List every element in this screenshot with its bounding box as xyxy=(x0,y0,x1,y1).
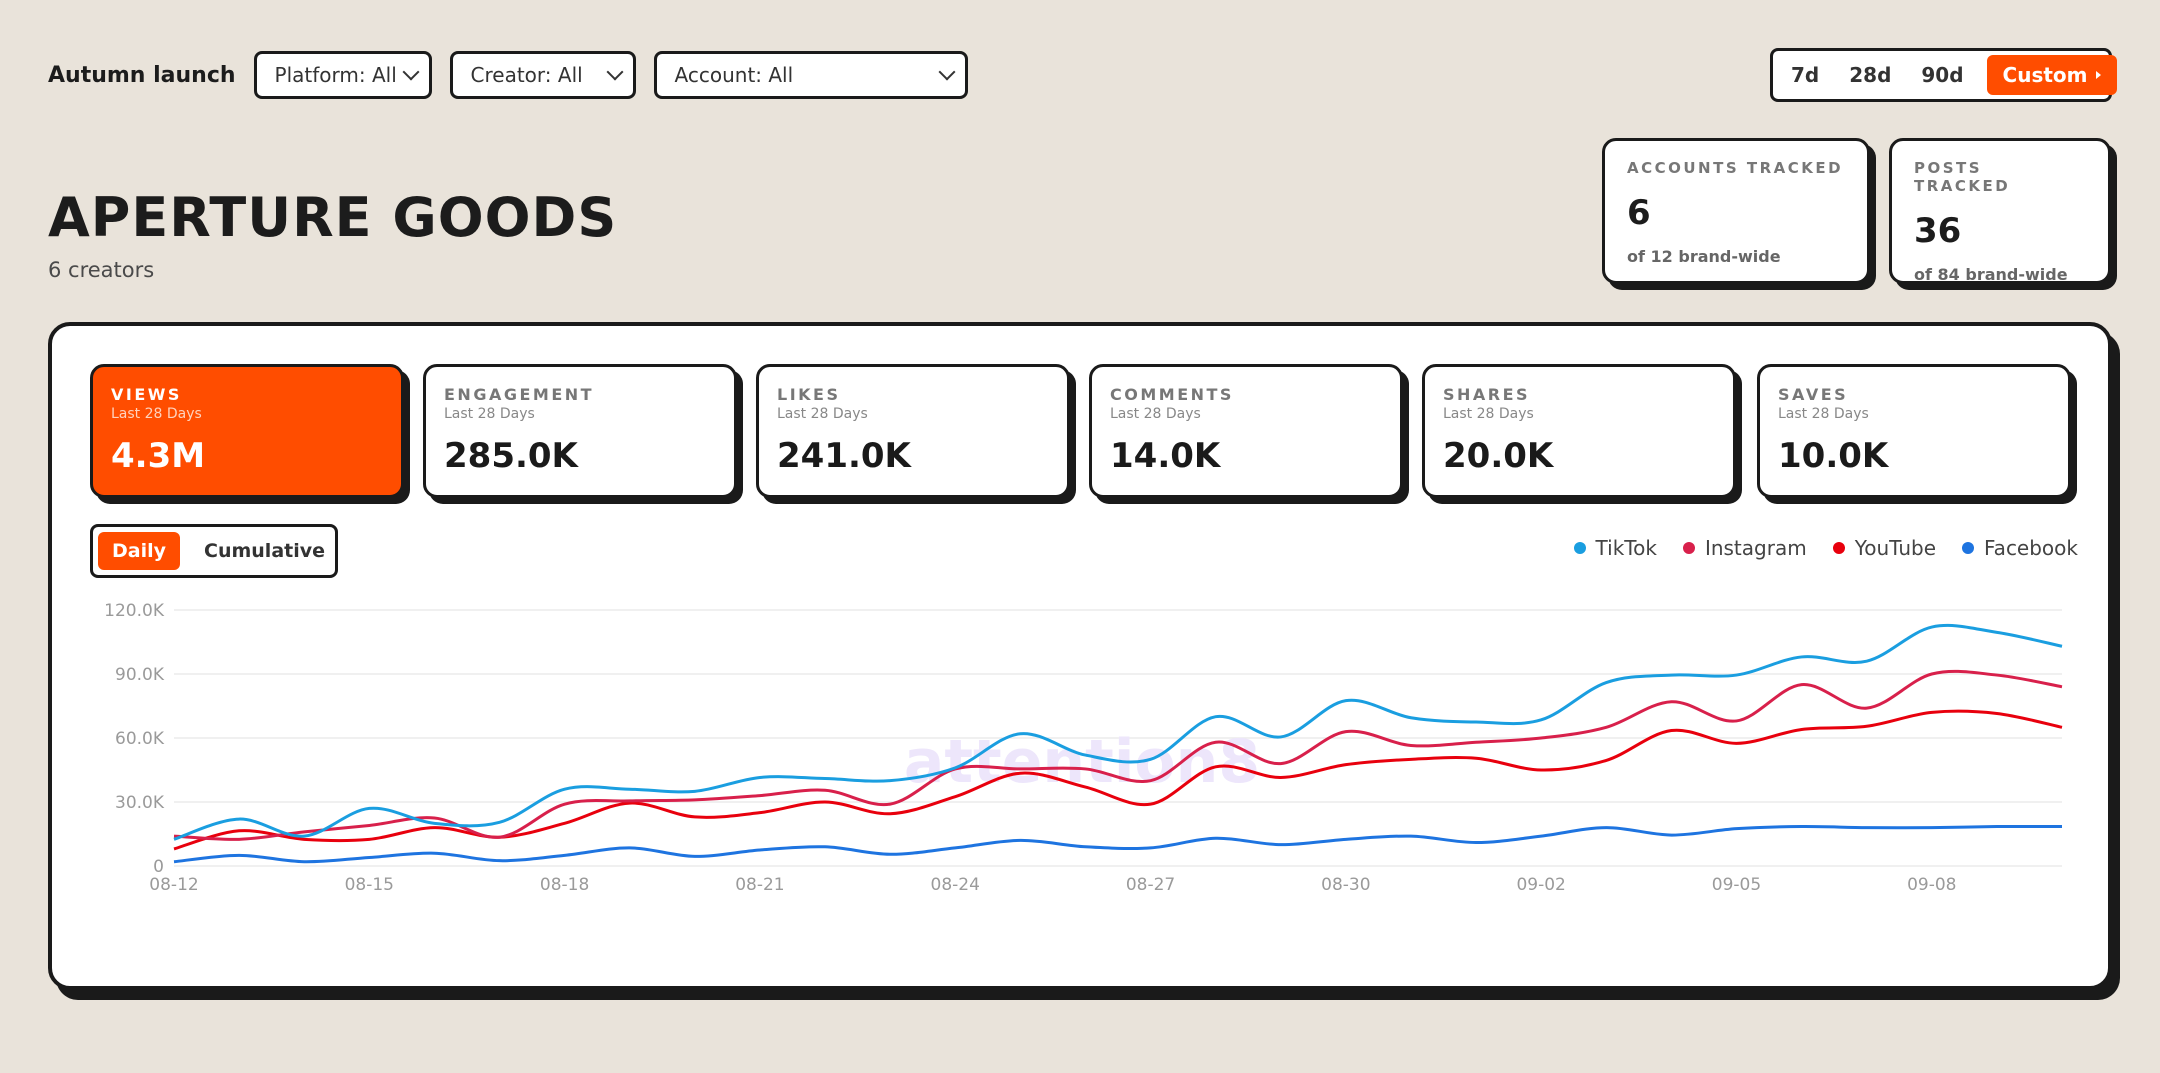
platform-filter-select[interactable]: Platform: All xyxy=(253,51,432,99)
chevron-down-icon xyxy=(606,63,624,81)
legend-dot xyxy=(1962,542,1975,554)
metric-period: Last 28 Days xyxy=(444,406,535,422)
chevron-down-icon xyxy=(402,63,420,81)
caret-right-icon xyxy=(2095,71,2101,79)
y-tick-label: 30.0K xyxy=(115,793,165,813)
account-filter-label: Account: All xyxy=(674,63,794,87)
daily-toggle-button[interactable]: Daily xyxy=(98,532,181,570)
x-tick-label: 08-21 xyxy=(735,875,784,895)
series-line-facebook xyxy=(173,824,2063,864)
legend-label: Instagram xyxy=(1704,536,1807,560)
legend-item-instagram[interactable]: Instagram xyxy=(1682,536,1807,560)
range-90d-button[interactable]: 90d xyxy=(1921,63,1964,87)
account-filter-select[interactable]: Account: All xyxy=(653,51,968,99)
metric-period: Last 28 Days xyxy=(1110,406,1201,422)
metric-value: 285.0K xyxy=(444,436,578,476)
cumulative-toggle-button[interactable]: Cumulative xyxy=(204,540,326,562)
date-range-selector: 7d 28d 90d Custom xyxy=(1770,48,2117,102)
x-tick-label: 08-15 xyxy=(345,875,394,895)
page-title: APERTURE GOODS xyxy=(48,186,618,249)
metric-label: SHARES xyxy=(1443,385,1531,404)
y-tick-label: 60.0K xyxy=(115,729,165,749)
creator-filter-label: Creator: All xyxy=(470,63,583,87)
range-custom-button[interactable]: Custom xyxy=(1986,55,2117,95)
metric-value: 14.0K xyxy=(1110,436,1221,476)
metric-value: 4.3M xyxy=(111,436,206,476)
metric-label: LIKES xyxy=(777,385,841,404)
accounts-tracked-card: ACCOUNTS TRACKED 6 of 12 brand-wide xyxy=(1602,138,1870,284)
campaign-label: Autumn launch xyxy=(48,62,236,88)
metrics-panel: VIEWS Last 28 Days 4.3M ENGAGEMENT Last … xyxy=(48,322,2112,990)
stat-sub: of 12 brand-wide xyxy=(1627,247,1781,266)
range-custom-label: Custom xyxy=(2002,63,2088,87)
daily-cumulative-toggle: Daily Cumulative xyxy=(90,524,338,578)
page-subtitle: 6 creators xyxy=(48,258,155,282)
metric-label: COMMENTS xyxy=(1110,385,1234,404)
series-line-instagram xyxy=(173,669,2063,841)
metric-card-views[interactable]: VIEWS Last 28 Days 4.3M xyxy=(90,364,404,498)
stat-sub: of 84 brand-wide xyxy=(1914,265,2068,284)
metric-period: Last 28 Days xyxy=(777,406,868,422)
legend-item-tiktok[interactable]: TikTok xyxy=(1573,536,1657,560)
legend-dot xyxy=(1573,542,1586,554)
range-7d-button[interactable]: 7d xyxy=(1791,63,1820,87)
metric-period: Last 28 Days xyxy=(1778,406,1869,422)
legend-item-facebook[interactable]: Facebook xyxy=(1962,536,2078,560)
legend-label: YouTube xyxy=(1854,536,1937,560)
metric-value: 241.0K xyxy=(777,436,911,476)
stat-label: ACCOUNTS TRACKED xyxy=(1627,159,1844,177)
x-tick-label: 08-18 xyxy=(540,875,589,895)
metric-label: ENGAGEMENT xyxy=(444,385,595,404)
metric-label: VIEWS xyxy=(111,385,182,404)
y-tick-label: 90.0K xyxy=(115,665,165,685)
legend-item-youtube[interactable]: YouTube xyxy=(1832,536,1937,560)
x-tick-label: 09-02 xyxy=(1516,875,1565,895)
y-tick-label: 120.0K xyxy=(104,601,165,621)
metric-period: Last 28 Days xyxy=(1443,406,1534,422)
metric-card-comments[interactable]: COMMENTS Last 28 Days 14.0K xyxy=(1089,364,1403,498)
top-bar: Autumn launch Platform: All Creator: All… xyxy=(48,48,968,102)
legend-dot xyxy=(1832,542,1845,554)
legend-label: TikTok xyxy=(1595,536,1657,560)
x-tick-label: 09-05 xyxy=(1712,875,1761,895)
series-line-tiktok xyxy=(173,623,2063,841)
chart-legend: TikTok Instagram YouTube Facebook xyxy=(1573,536,2078,560)
stat-value: 36 xyxy=(1914,211,1962,251)
x-tick-label: 08-30 xyxy=(1321,875,1370,895)
x-tick-label: 08-24 xyxy=(931,875,980,895)
posts-tracked-card: POSTS TRACKED 36 of 84 brand-wide xyxy=(1889,138,2111,284)
metric-card-likes[interactable]: LIKES Last 28 Days 241.0K xyxy=(756,364,1070,498)
stat-label: POSTS TRACKED xyxy=(1914,159,2011,195)
metric-card-shares[interactable]: SHARES Last 28 Days 20.0K xyxy=(1422,364,1736,498)
metric-card-engagement[interactable]: ENGAGEMENT Last 28 Days 285.0K xyxy=(423,364,737,498)
legend-label: Facebook xyxy=(1984,536,2078,560)
chevron-down-icon xyxy=(938,63,956,81)
legend-dot xyxy=(1682,542,1695,554)
x-tick-label: 08-12 xyxy=(149,875,198,895)
range-28d-button[interactable]: 28d xyxy=(1849,63,1892,87)
x-tick-label: 09-08 xyxy=(1907,875,1956,895)
metric-period: Last 28 Days xyxy=(111,406,202,422)
creator-filter-select[interactable]: Creator: All xyxy=(449,51,636,99)
metric-value: 10.0K xyxy=(1778,436,1889,476)
stat-value: 6 xyxy=(1627,193,1651,233)
x-tick-label: 08-27 xyxy=(1126,875,1175,895)
metric-label: SAVES xyxy=(1778,385,1849,404)
platform-filter-label: Platform: All xyxy=(274,63,397,87)
metric-value: 20.0K xyxy=(1443,436,1554,476)
y-tick-label: 0 xyxy=(153,857,164,877)
metric-card-saves[interactable]: SAVES Last 28 Days 10.0K xyxy=(1757,364,2071,498)
